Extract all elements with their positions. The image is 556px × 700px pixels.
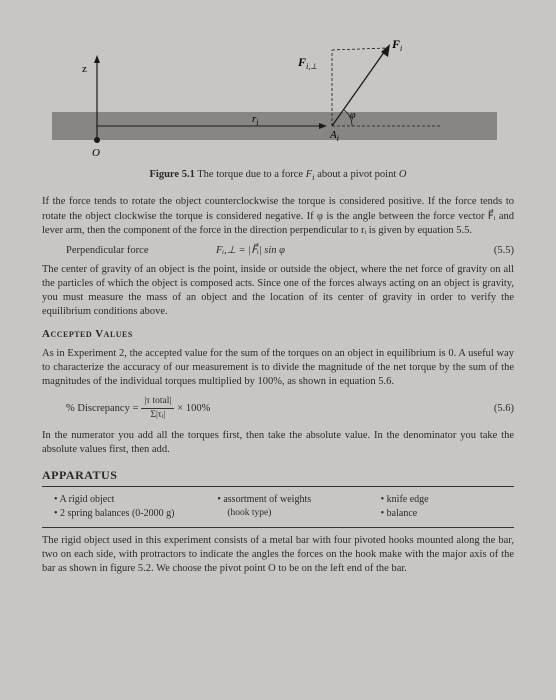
phi-label: φ — [350, 110, 356, 121]
eq56-suffix: × 100% — [177, 402, 210, 417]
fil-label: Fi,⊥ — [297, 55, 317, 71]
eq55-formula: Fᵢ,⊥ = |F⃗ᵢ| sin φ — [196, 244, 474, 259]
figure-caption-fi: Fi — [306, 169, 315, 180]
figure-5-1: z O ri Ai φ Fi Fi,⊥ — [42, 30, 514, 160]
fi-label: Fi — [391, 37, 402, 53]
apparatus-heading: APPARATUS — [42, 467, 514, 484]
paragraph-1: If the force tends to rotate the object … — [42, 195, 514, 238]
z-arrowhead — [94, 55, 100, 63]
apparatus-list: A rigid object 2 spring balances (0-2000… — [42, 493, 514, 521]
apparatus-item: A rigid object — [54, 493, 187, 507]
apparatus-item: assortment of weights — [217, 493, 350, 507]
pivot-o — [94, 137, 100, 143]
eq56-denominator: Σ|τᵢ| — [147, 409, 168, 422]
eq56-prefix: % Discrepancy = — [66, 402, 138, 417]
eq56-number: (5.6) — [474, 402, 514, 417]
eq56-numerator: |τ total| — [141, 395, 174, 409]
equation-5-6: % Discrepancy = |τ total| Σ|τᵢ| × 100% (… — [66, 395, 514, 423]
paragraph-5: The rigid object used in this experiment… — [42, 534, 514, 577]
apparatus-rule-bottom — [42, 527, 514, 528]
equation-5-5: Perpendicular force Fᵢ,⊥ = |F⃗ᵢ| sin φ (… — [66, 244, 514, 259]
eq55-number: (5.5) — [474, 244, 514, 259]
torque-diagram: z O ri Ai φ Fi Fi,⊥ — [42, 30, 512, 160]
apparatus-col-3: knife edge balance — [381, 493, 514, 521]
apparatus-rule-top — [42, 486, 514, 487]
figure-caption-text-2: about a pivot point — [315, 169, 399, 180]
apparatus-col-1: A rigid object 2 spring balances (0-2000… — [54, 493, 187, 521]
eq55-label: Perpendicular force — [66, 244, 196, 259]
apparatus-item: knife edge — [381, 493, 514, 507]
figure-number: Figure 5.1 — [150, 169, 195, 180]
dashed-top — [332, 48, 387, 50]
apparatus-item: balance — [381, 507, 514, 521]
paragraph-3: As in Experiment 2, the accepted value f… — [42, 347, 514, 390]
z-label: z — [82, 63, 87, 75]
o-label: O — [92, 147, 100, 159]
paragraph-2: The center of gravity of an object is th… — [42, 263, 514, 320]
apparatus-item: 2 spring balances (0-2000 g) — [54, 507, 187, 521]
figure-caption-text-1: The torque due to a force — [195, 169, 306, 180]
apparatus-col-2: assortment of weights (hook type) — [217, 493, 350, 521]
figure-caption: Figure 5.1 The torque due to a force Fi … — [42, 168, 514, 183]
figure-caption-o: O — [399, 169, 407, 180]
accepted-values-heading: Accepted Values — [42, 327, 514, 342]
apparatus-subitem: (hook type) — [217, 507, 350, 520]
eq56-fraction: |τ total| Σ|τᵢ| — [141, 395, 174, 423]
paragraph-4: In the numerator you add all the torques… — [42, 429, 514, 457]
